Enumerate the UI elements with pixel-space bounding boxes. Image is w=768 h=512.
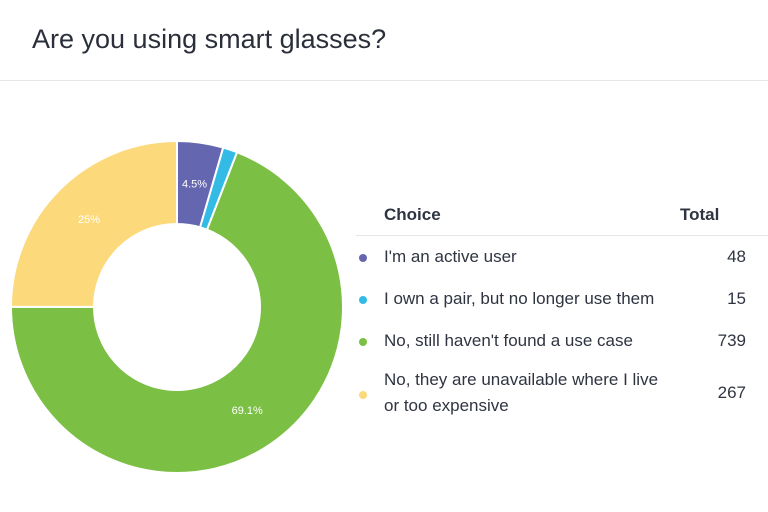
- legend-total-value: 15: [727, 289, 746, 308]
- legend-total-value: 267: [717, 383, 746, 402]
- total-column-header: Total: [680, 205, 720, 224]
- legend-row[interactable]: No, still haven't found a use case 739: [356, 320, 768, 362]
- slice-percent-label-2: 69.1%: [232, 405, 263, 417]
- legend-total-value: 739: [717, 331, 746, 350]
- legend-header: Choice Total: [356, 192, 768, 236]
- donut-slice-3[interactable]: [9, 139, 178, 308]
- legend-color-dot: [359, 391, 367, 399]
- legend-row[interactable]: I own a pair, but no longer use them 15: [356, 278, 768, 320]
- legend-color-dot: [359, 254, 367, 262]
- page-title: Are you using smart glasses?: [32, 24, 387, 54]
- legend-color-dot: [359, 296, 367, 304]
- legend-color-dot: [359, 338, 367, 346]
- legend-table: Choice Total I'm an active user 48 I own a…: [356, 192, 768, 426]
- slice-percent-label-0: 4.5%: [182, 179, 207, 191]
- choice-column-header: Choice: [384, 205, 441, 224]
- donut-slice-2[interactable]: [9, 150, 344, 474]
- legend-choice-label: No, they are unavailable where I live or…: [384, 370, 659, 415]
- legend-choice-label: No, still haven't found a use case: [384, 331, 633, 350]
- donut-chart: 4.5% 69.1% 25%: [0, 130, 360, 490]
- header: Are you using smart glasses?: [0, 0, 768, 81]
- legend-choice-label: I'm an active user: [384, 247, 517, 266]
- legend-rows: I'm an active user 48 I own a pair, but no…: [356, 236, 768, 426]
- legend-total-value: 48: [727, 247, 746, 266]
- legend-row[interactable]: I'm an active user 48: [356, 236, 768, 278]
- legend-choice-label: I own a pair, but no longer use them: [384, 289, 655, 308]
- slice-percent-label-3: 25%: [78, 214, 100, 226]
- donut-chart-svg: 4.5% 69.1% 25%: [9, 139, 344, 474]
- legend-row[interactable]: No, they are unavailable where I live or…: [356, 362, 768, 426]
